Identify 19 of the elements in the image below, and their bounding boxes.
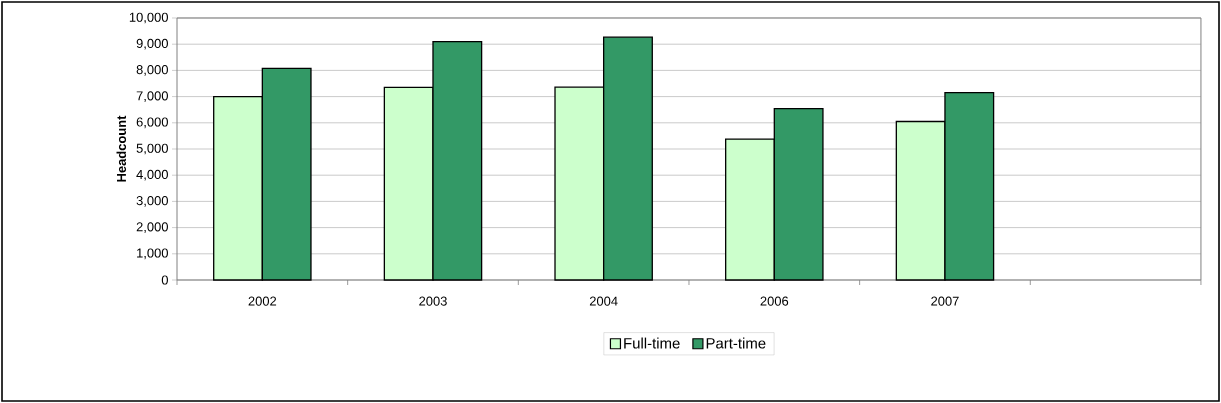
y-tick-label: 2,000: [136, 222, 168, 233]
y-tick-label: 8,000: [136, 65, 168, 76]
x-tick-label: 2004: [589, 296, 618, 306]
legend-label: Part-time: [706, 337, 766, 349]
y-tick-label: 1,000: [137, 248, 168, 260]
y-tick-label: 0: [161, 275, 168, 285]
y-tick-label: 6,000: [136, 117, 168, 129]
y-tick-label: 3,000: [136, 196, 168, 207]
y-axis-title: Headcount: [116, 115, 127, 182]
y-tick-label: 5,000: [136, 143, 168, 155]
x-tick-label: 2002: [248, 296, 277, 306]
y-tick-label: 9,000: [136, 38, 168, 50]
legend-label: Full-time: [624, 337, 680, 349]
y-tick-label: 7,000: [136, 91, 168, 102]
x-tick-label: 2003: [419, 296, 447, 306]
y-tick-label: 4,000: [136, 169, 168, 181]
x-tick-label: 2006: [760, 296, 789, 306]
y-tick-label: 10,000: [129, 12, 168, 24]
x-tick-label: 2007: [931, 296, 959, 306]
